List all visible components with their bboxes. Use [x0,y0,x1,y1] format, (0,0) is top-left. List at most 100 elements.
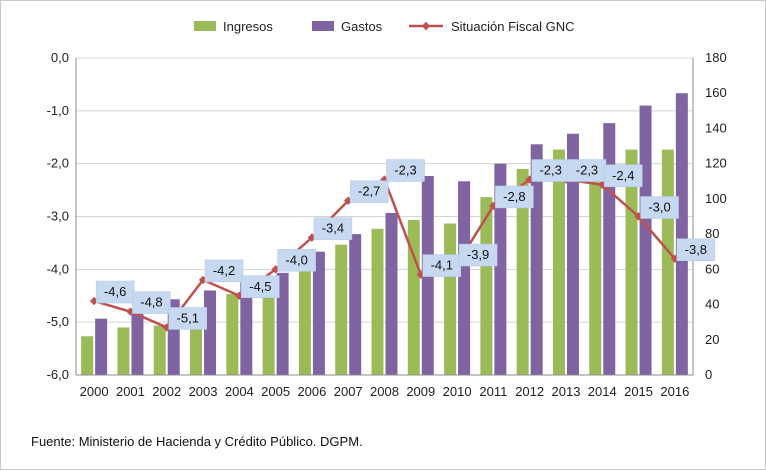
data-label: -5,1 [177,310,199,325]
bar-ingresos [661,149,674,375]
data-label: -2,3 [576,163,598,178]
bar-ingresos [335,244,348,375]
bar-gastos [349,234,362,375]
data-label: -2,7 [358,184,380,199]
data-label-box [604,164,643,188]
data-label-box [676,238,716,262]
y-right-tick-label: 40 [705,297,719,312]
source-note: Fuente: Ministerio de Hacienda y Crédito… [31,434,363,449]
bar-ingresos [298,264,311,375]
data-label-box [458,243,498,267]
bar-ingresos [226,293,239,375]
bar-gastos [458,181,471,375]
x-tick-label: 2011 [479,384,507,399]
bar-ingresos [81,336,94,375]
x-tick-label: 2015 [624,384,653,399]
bar-gastos [639,105,652,376]
data-label-box [204,259,244,283]
bar-gastos [530,144,543,375]
bar-ingresos [262,285,275,375]
y-left-tick-label: -4,0 [47,261,69,276]
data-label-box [277,249,316,272]
bar-ingresos [407,220,420,375]
y-left-tick-label: -6,0 [47,367,69,382]
data-label: -2,4 [612,168,634,183]
data-label: -4,5 [249,279,271,294]
data-label-box [640,196,679,219]
data-label: -4,2 [213,263,235,278]
x-tick-label: 2008 [370,384,399,399]
x-tick-label: 2001 [116,384,145,399]
data-label-box [495,185,534,209]
bar-ingresos [516,168,529,375]
bar-gastos [131,309,144,375]
data-label: -4,6 [104,284,126,299]
x-tick-label: 2000 [80,384,109,399]
bar-gastos [675,93,688,375]
bar-ingresos [117,327,130,375]
legend-swatch-gastos [312,21,334,31]
y-left-tick-label: -2,0 [47,156,69,171]
bar-ingresos [625,149,638,375]
data-label: -4,8 [140,295,162,310]
x-tick-label: 2004 [225,384,254,399]
y-right-tick-label: 20 [705,332,719,347]
x-tick-label: 2014 [588,384,617,399]
bar-gastos [95,318,108,375]
y-right-tick-label: 160 [705,85,727,100]
x-tick-label: 2012 [515,384,544,399]
data-label: -3,8 [685,242,707,257]
bar-gastos [566,133,579,375]
data-label: -3,9 [467,247,489,262]
y-right-tick-label: 0 [705,367,712,382]
bar-gastos [494,163,507,375]
y-right-tick-label: 80 [705,226,719,241]
bar-ingresos [589,161,602,375]
y-left-tick-label: -5,0 [47,314,69,329]
legend-label: Gastos [341,19,383,34]
legend-label: Situación Fiscal GNC [451,19,575,34]
bar-gastos [204,290,217,375]
data-label-box [386,159,425,182]
data-label-box [313,217,353,240]
y-left-tick-label: 0,0 [51,50,69,65]
x-tick-label: 2006 [297,384,326,399]
x-tick-label: 2005 [261,384,290,399]
data-label-box [349,180,389,203]
x-tick-label: 2016 [660,384,689,399]
x-tick-label: 2002 [152,384,181,399]
data-label: -4,1 [431,258,453,273]
legend-swatch-ingresos [194,21,216,31]
data-label: -3,4 [322,221,344,236]
bar-gastos [312,251,325,375]
x-tick-label: 2013 [552,384,581,399]
bar-gastos [276,272,289,375]
line-marker [525,175,534,184]
bar-ingresos [552,149,565,375]
data-label-box [241,275,280,298]
bar-ingresos [371,228,384,375]
line-marker [380,175,389,184]
bar-gastos [240,281,253,375]
bar-ingresos [153,325,166,375]
y-right-tick-label: 100 [705,191,727,206]
x-tick-label: 2003 [189,384,218,399]
bar-ingresos [190,315,203,375]
legend-marker [421,21,431,31]
data-label: -2,8 [503,189,525,204]
y-right-tick-label: 140 [705,120,727,135]
data-label-box [168,307,207,330]
bar-gastos [385,212,398,375]
line-marker [598,180,607,189]
x-tick-label: 2010 [443,384,472,399]
x-tick-label: 2009 [406,384,435,399]
y-right-tick-label: 120 [705,156,727,171]
y-left-tick-label: -3,0 [47,209,69,224]
data-label-box [132,291,171,314]
x-tick-label: 2007 [334,384,363,399]
y-right-tick-label: 60 [705,261,719,276]
y-left-tick-label: -1,0 [47,103,69,118]
data-label: -2,3 [394,163,416,178]
